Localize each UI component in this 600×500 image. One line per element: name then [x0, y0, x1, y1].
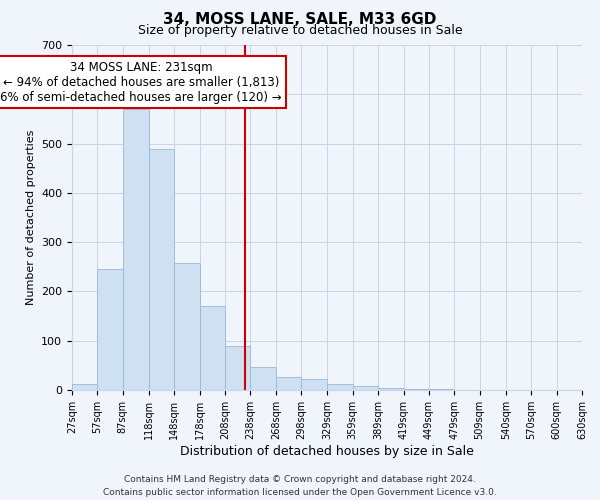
Text: 34, MOSS LANE, SALE, M33 6GD: 34, MOSS LANE, SALE, M33 6GD: [163, 12, 437, 28]
Bar: [97, 269, 123, 390]
Bar: [175, 263, 200, 390]
Bar: [328, 384, 353, 390]
Bar: [250, 367, 276, 390]
Bar: [276, 376, 301, 390]
Bar: [72, 384, 97, 390]
Bar: [429, 388, 454, 390]
Bar: [123, 109, 149, 390]
Bar: [353, 386, 378, 390]
X-axis label: Distribution of detached houses by size in Sale: Distribution of detached houses by size …: [180, 444, 474, 458]
Bar: [200, 306, 225, 390]
Bar: [149, 148, 175, 390]
Bar: [378, 388, 404, 390]
Text: Size of property relative to detached houses in Sale: Size of property relative to detached ho…: [137, 24, 463, 37]
Text: Contains HM Land Registry data © Crown copyright and database right 2024.
Contai: Contains HM Land Registry data © Crown c…: [103, 476, 497, 497]
Bar: [404, 389, 429, 390]
Bar: [225, 346, 250, 390]
Y-axis label: Number of detached properties: Number of detached properties: [26, 130, 35, 305]
Bar: [301, 379, 328, 390]
Text: 34 MOSS LANE: 231sqm
← 94% of detached houses are smaller (1,813)
6% of semi-det: 34 MOSS LANE: 231sqm ← 94% of detached h…: [0, 60, 281, 104]
